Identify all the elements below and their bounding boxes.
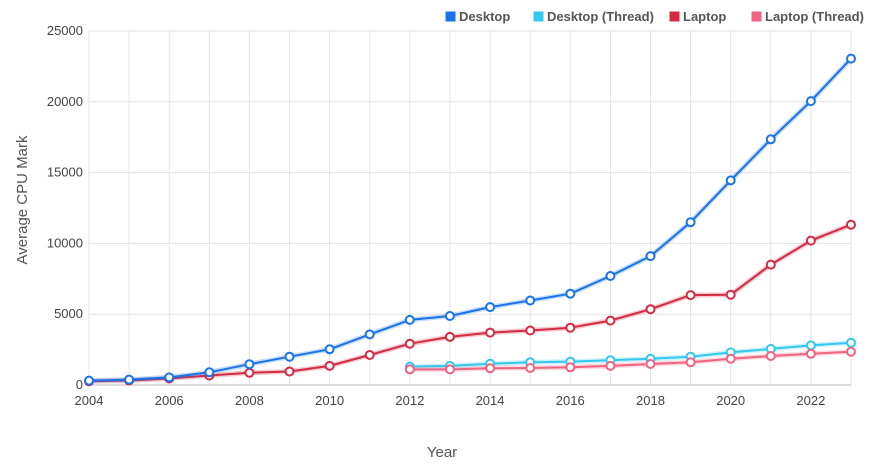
data-point [846,219,856,230]
x-axis-title: Year [427,444,457,461]
legend-label: Desktop (Thread) [547,9,654,24]
legend-swatch [668,10,681,23]
legend-swatch [532,10,545,23]
data-point [565,322,576,333]
legend-label: Laptop (Thread) [765,9,864,24]
data-point [725,353,736,364]
data-point [525,325,536,336]
series-line [409,350,852,371]
data-point [645,251,656,262]
y-tick-label: 15000 [47,165,83,180]
data-point [164,372,175,383]
x-tick-label: 2012 [395,393,424,408]
legend-swatch [750,10,763,23]
legend-swatch [444,10,457,23]
data-point [244,367,255,378]
data-point [444,364,455,375]
data-point [645,359,656,369]
chart-axes: 0 5000 10000 15000 20000 25000 2004 2006 2008 201… [47,23,851,408]
data-point [605,271,616,281]
data-point [725,175,736,186]
legend-item[interactable]: Desktop [444,9,510,24]
data-point [685,357,696,368]
series-line [88,223,852,383]
data-point [84,375,94,386]
data-point [645,304,656,315]
legend-item[interactable]: Laptop [668,9,726,24]
data-point [805,348,816,359]
chart-legend[interactable]: Desktop Desktop (Thread) Laptop Laptop (Thr… [444,9,864,24]
data-point [364,350,375,360]
data-point [485,327,496,338]
series-line [409,341,852,368]
legend-label: Laptop [683,9,726,24]
data-point [244,359,255,370]
data-point [846,346,856,357]
y-tick-label: 20000 [47,94,83,109]
data-point [565,362,576,373]
x-tick-label: 2016 [556,393,585,408]
data-point [485,302,496,313]
data-point [685,217,696,228]
legend-label: Desktop [459,9,510,24]
data-point [805,96,816,107]
y-tick-label: 10000 [47,235,83,250]
data-point [364,329,375,340]
data-point [204,367,215,378]
y-tick-label: 5000 [54,306,83,321]
data-point [805,235,816,246]
x-tick-label: 2006 [155,393,184,408]
series-laptop-thread [404,346,856,375]
y-tick-label: 25000 [47,23,83,38]
data-point [444,311,455,321]
legend-item[interactable]: Desktop (Thread) [532,9,654,24]
data-point [485,363,496,374]
y-axis-title: Average CPU Mark [14,135,31,264]
x-tick-label: 2018 [636,393,665,408]
x-tick-label: 2010 [315,393,344,408]
data-point [124,374,135,385]
data-point [765,134,776,145]
series-desktop [84,53,856,386]
data-point [444,331,455,342]
data-point [525,295,536,306]
data-point [284,366,295,377]
data-point [565,288,576,299]
series-layer [84,53,856,387]
data-point [605,360,616,371]
data-point [805,340,816,351]
data-point [404,314,415,325]
data-point [324,344,335,355]
x-tick-label: 2008 [235,393,264,408]
y-tick-label: 0 [76,377,83,392]
x-tick-label: 2022 [796,393,825,408]
data-point [765,351,776,361]
data-point [404,364,415,375]
data-point [404,338,415,349]
series-line [88,57,852,382]
data-point [846,53,856,64]
data-point [284,351,295,362]
data-point [725,289,736,300]
x-tick-label: 2004 [75,393,104,408]
data-point [324,360,335,371]
data-point [605,315,616,326]
data-point [846,337,856,348]
data-point [525,363,536,373]
legend-item[interactable]: Laptop (Thread) [750,9,864,24]
data-point [765,259,776,270]
x-tick-label: 2020 [716,393,745,408]
data-point [685,290,696,301]
chart-grid [88,30,852,386]
x-tick-label: 2014 [476,393,505,408]
